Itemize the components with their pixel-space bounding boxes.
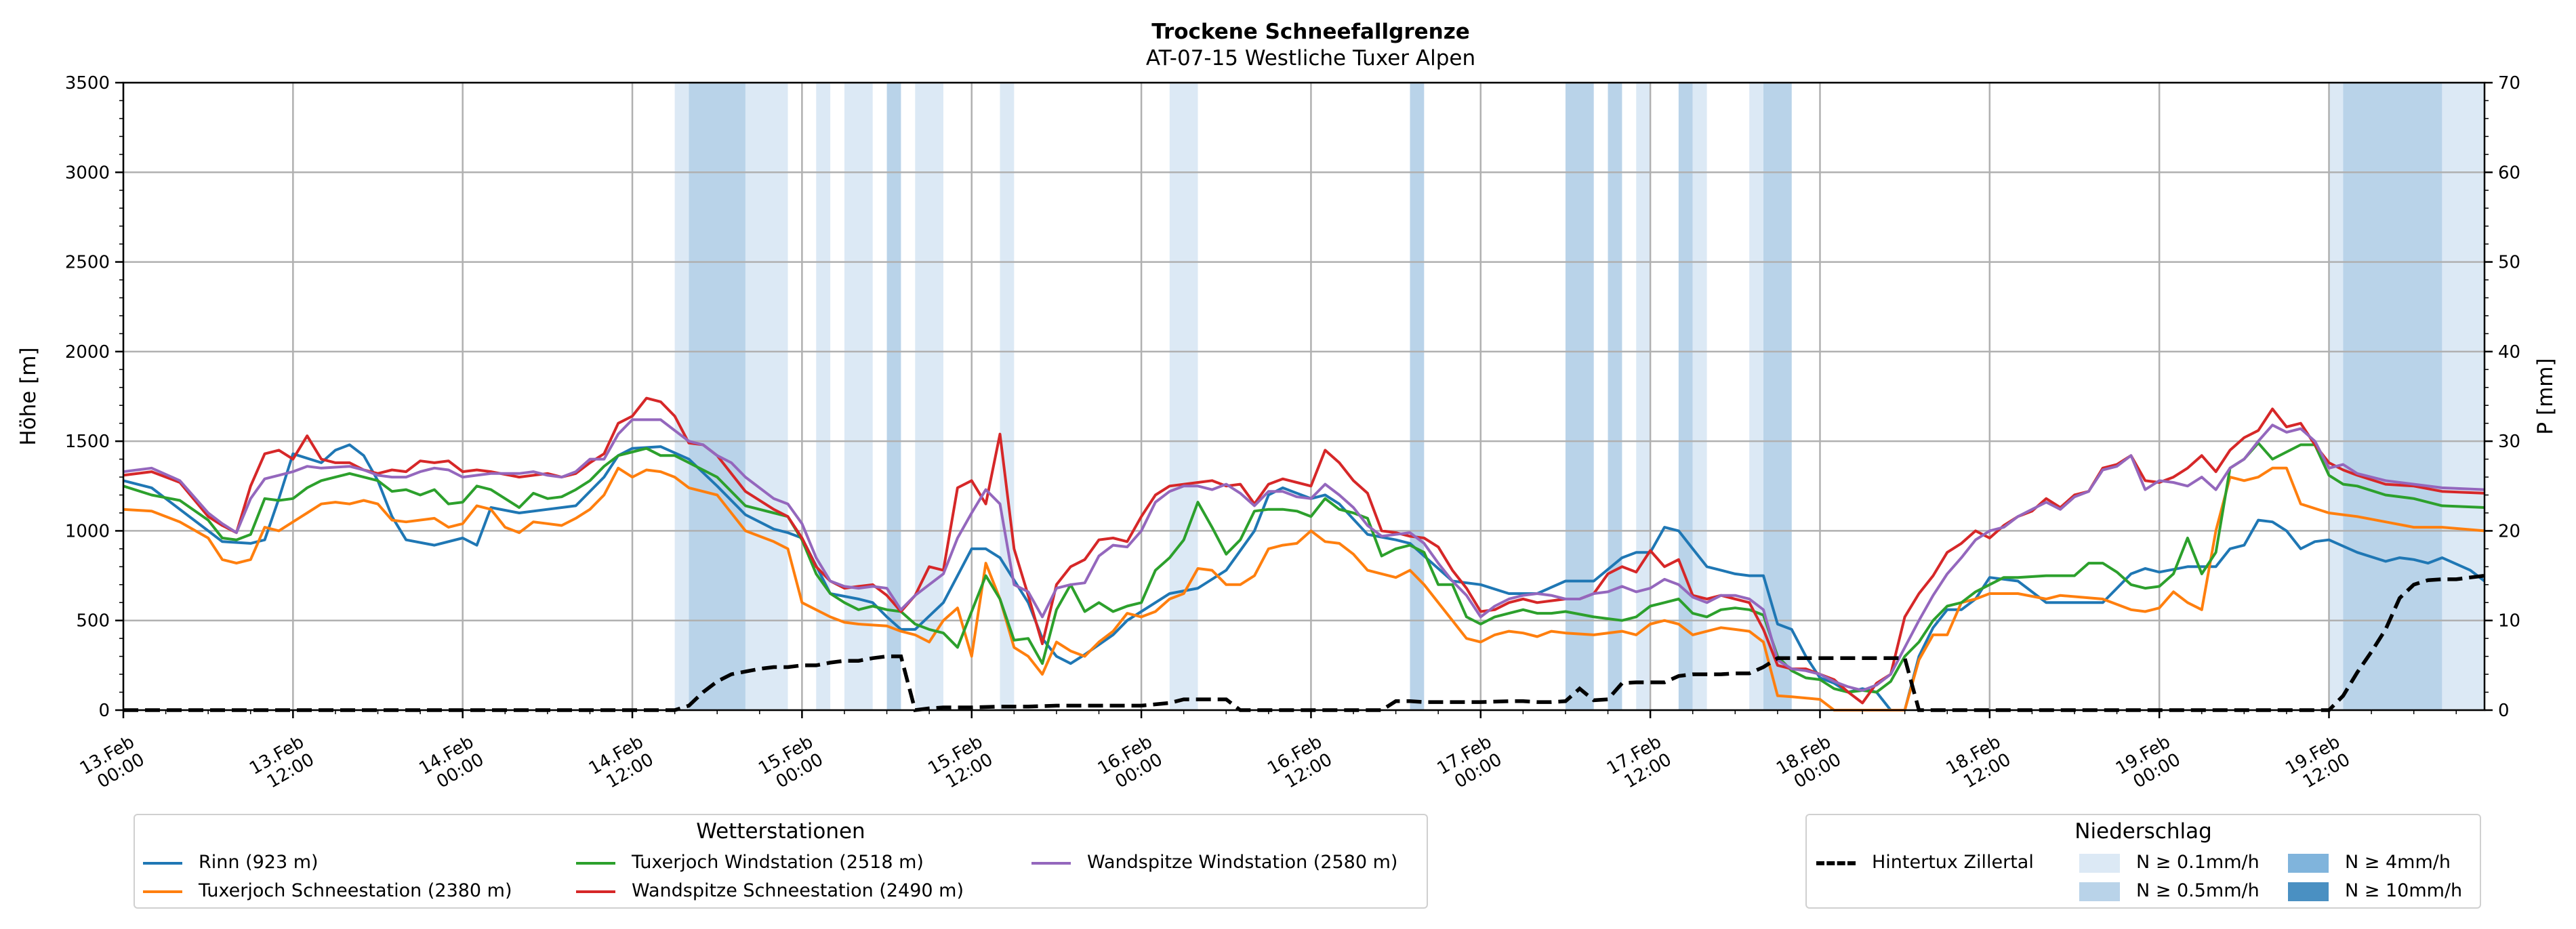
precip-band-19 <box>2442 83 2485 710</box>
ytick-label-5: 2500 <box>65 253 110 273</box>
xtick-label-12: 19.Feb00:00 <box>2112 732 2184 797</box>
precip-band-18 <box>2343 83 2442 710</box>
legend-item-rinn: Rinn (923 m) <box>143 852 319 873</box>
precip-band-5 <box>886 83 901 710</box>
series-line-tuxerjoch-schneestation-2380-m <box>123 466 2485 711</box>
y2tick-label-2: 20 <box>2498 521 2520 541</box>
precip-band-2 <box>745 83 788 710</box>
stations-legend: Wetterstationen Rinn (923 m) Tuxerjoch S… <box>134 814 1428 909</box>
legend-swatch-rinn <box>143 861 182 865</box>
legend-swatch-precip-05 <box>2079 882 2120 901</box>
series-line-wandspitze-schneestation-2490-m <box>123 396 2485 705</box>
y2tick-label-5: 50 <box>2498 253 2520 273</box>
ytick-label-0: 0 <box>98 701 110 721</box>
precip-band-16 <box>1763 83 1792 710</box>
y2tick-label-1: 10 <box>2498 611 2520 632</box>
precip-bands <box>674 83 2485 710</box>
xtick-label-8: 17.Feb00:00 <box>1434 732 1506 797</box>
precip-band-8 <box>1169 83 1198 710</box>
xtick-label-6: 16.Feb00:00 <box>1095 732 1166 797</box>
precip-band-10 <box>1565 83 1594 710</box>
stations-legend-title: Wetterstationen <box>696 819 865 844</box>
ytick-label-4: 2000 <box>65 342 110 363</box>
xtick-label-2: 14.Feb00:00 <box>416 732 488 797</box>
legend-item-wandspitze-schneestation: Wandspitze Schneestation (2490 m) <box>576 880 964 901</box>
xtick-label-9: 17.Feb12:00 <box>1603 732 1675 797</box>
legend-item-precip-05: N ≥ 0.5mm/h <box>2079 880 2260 901</box>
xtick-label-4: 15.Feb00:00 <box>755 732 827 797</box>
legend-swatch-wandspitze-schneestation <box>576 890 615 893</box>
xtick-label-0: 13.Feb00:00 <box>77 732 148 797</box>
precip-line-hintertux <box>123 573 2485 713</box>
precip-band-0 <box>674 83 689 710</box>
legend-swatch-wandspitze-windstation <box>1031 861 1071 865</box>
legend-item-hintertux: Hintertux Zillertal <box>1816 852 2034 873</box>
legend-item-precip-01: N ≥ 0.1mm/h <box>2079 852 2260 873</box>
series-line-wandspitze-windstation-2580-m <box>123 418 2485 692</box>
plot-frame <box>122 81 2486 711</box>
ytick-label-6: 3000 <box>65 163 110 183</box>
precip-band-15 <box>1749 83 1764 710</box>
y-axis-label: Höhe [m] <box>16 347 41 445</box>
xtick-label-3: 14.Feb12:00 <box>586 732 657 797</box>
ytick-label-7: 3500 <box>65 73 110 94</box>
xtick-label-5: 15.Feb12:00 <box>925 732 997 797</box>
legend-swatch-precip-4 <box>2288 853 2329 873</box>
y2tick-label-0: 0 <box>2498 701 2510 721</box>
xtick-label-10: 18.Feb00:00 <box>1773 732 1845 797</box>
precip-legend-title: Niederschlag <box>2074 819 2212 844</box>
legend-swatch-hintertux <box>1816 861 1856 865</box>
precip-band-3 <box>816 83 831 710</box>
legend-item-tuxerjoch-windstation: Tuxerjoch Windstation (2518 m) <box>576 852 924 873</box>
axis-ticks: 0 500 1000 1500 2000 2500 3000 3500 0 10 20 30 40 50 6… <box>65 73 2520 797</box>
precip-band-17 <box>2329 83 2344 710</box>
y2tick-label-7: 70 <box>2498 73 2520 94</box>
xtick-label-13: 19.Feb12:00 <box>2282 732 2354 797</box>
legend-swatch-tuxerjoch-windstation <box>576 861 615 865</box>
xtick-label-7: 16.Feb12:00 <box>1264 732 1336 797</box>
chart-subtitle: AT-07-15 Westliche Tuxer Alpen <box>1146 46 1475 70</box>
chart-title: Trockene Schneefallgrenze <box>1151 20 1470 44</box>
legend-swatch-tuxerjoch-schneestation <box>143 890 182 893</box>
precip-band-7 <box>1000 83 1015 710</box>
series-line-tuxerjoch-windstation-2518-m <box>123 441 2485 694</box>
legend-item-precip-10: N ≥ 10mm/h <box>2288 880 2462 901</box>
precip-band-4 <box>844 83 873 710</box>
y2-axis-label: P [mm] <box>2533 358 2558 434</box>
ytick-label-3: 1500 <box>65 432 110 452</box>
y2tick-label-4: 40 <box>2498 342 2520 363</box>
ytick-label-1: 500 <box>76 611 110 632</box>
xtick-label-11: 18.Feb12:00 <box>1943 732 2015 797</box>
xtick-label-1: 13.Feb12:00 <box>246 732 318 797</box>
legend-swatch-precip-10 <box>2288 882 2329 901</box>
legend-swatch-precip-01 <box>2079 853 2120 873</box>
precip-band-1 <box>689 83 745 710</box>
y2tick-label-3: 30 <box>2498 432 2520 452</box>
grid-lines <box>122 81 2485 711</box>
series-lines <box>123 396 2486 713</box>
legend-item-precip-4: N ≥ 4mm/h <box>2288 852 2451 873</box>
y2tick-label-6: 60 <box>2498 163 2520 183</box>
precip-legend: Niederschlag Hintertux Zillertal N ≥ 0.1… <box>1805 814 2481 909</box>
ytick-label-2: 1000 <box>65 521 110 541</box>
legend-item-tuxerjoch-schneestation: Tuxerjoch Schneestation (2380 m) <box>143 880 512 901</box>
legend-item-wandspitze-windstation: Wandspitze Windstation (2580 m) <box>1031 852 1397 873</box>
precip-band-11 <box>1608 83 1622 710</box>
precip-band-9 <box>1410 83 1425 710</box>
precip-band-13 <box>1678 83 1693 710</box>
